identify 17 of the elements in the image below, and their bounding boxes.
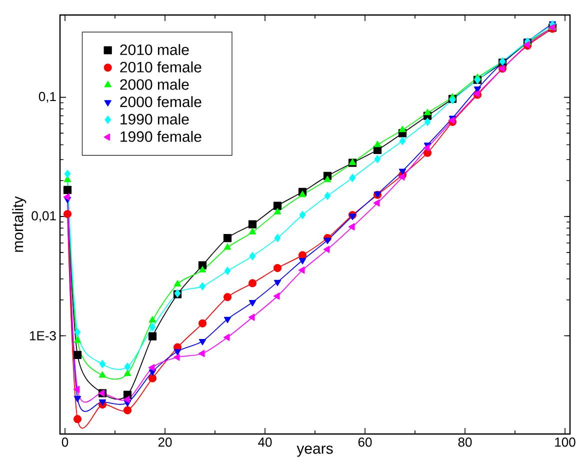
- x-tick-label: 40: [258, 438, 272, 447]
- legend-label: 1990 male: [120, 114, 189, 125]
- y-tick-label: 0,01: [32, 211, 56, 222]
- x-tick-label: 80: [458, 438, 472, 447]
- x-axis-title: years: [296, 446, 333, 457]
- legend-label: 2010 male: [120, 44, 189, 56]
- legend-label: 2000 male: [120, 78, 189, 90]
- y-tick-label: 0,1: [38, 92, 56, 103]
- legend-label: 2010 female: [120, 61, 202, 72]
- x-tick-label: 100: [555, 438, 576, 447]
- x-tick-label: 60: [358, 438, 372, 447]
- legend-label: 2000 female: [120, 96, 202, 108]
- x-tick-label: 20: [158, 438, 172, 447]
- y-axis-title: mortality: [12, 196, 26, 252]
- x-tick-label: 0: [62, 438, 68, 447]
- legend-label: 1990 female: [120, 130, 202, 142]
- y-tick-label: 1E-3: [30, 331, 56, 340]
